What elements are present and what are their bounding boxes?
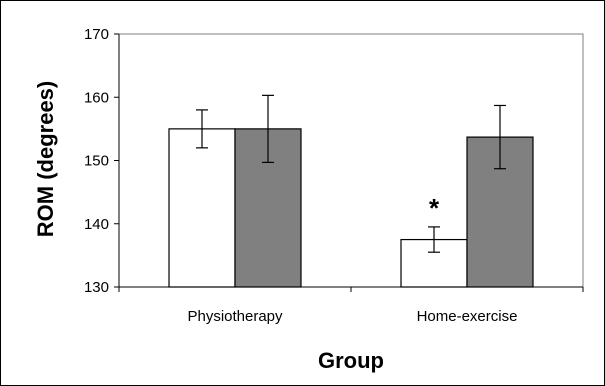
x-tick-label: Physiotherapy xyxy=(187,308,283,325)
y-tick-label: 150 xyxy=(84,153,109,170)
x-tick-label: Home-exercise xyxy=(417,308,518,325)
bar xyxy=(168,128,236,288)
y-tick-label: 140 xyxy=(84,216,109,233)
y-tick-label: 170 xyxy=(84,26,109,43)
y-tick-label: 130 xyxy=(84,279,109,296)
significance-marker: * xyxy=(429,193,440,223)
y-tick-label: 160 xyxy=(84,89,109,106)
y-axis-title: ROM (degrees) xyxy=(33,81,58,237)
x-axis-title: Group xyxy=(318,348,384,373)
